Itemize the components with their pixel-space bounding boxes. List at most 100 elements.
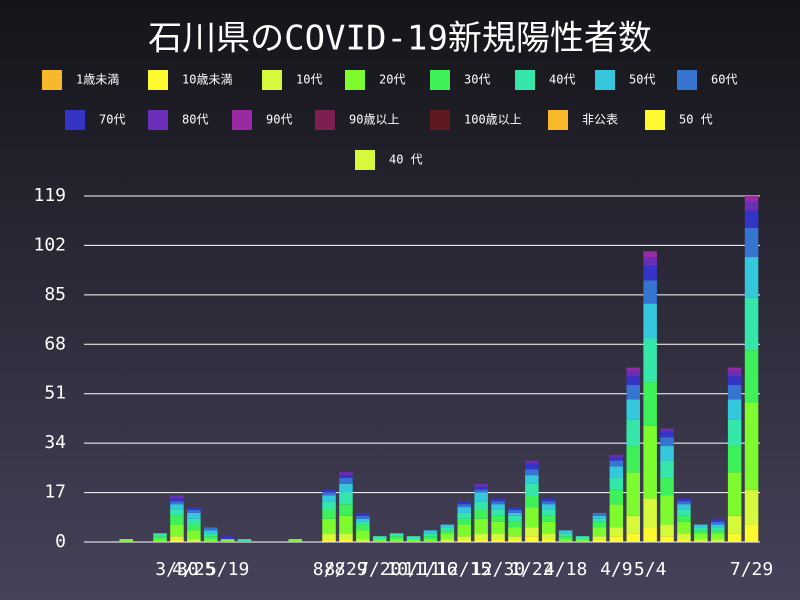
bar-segment — [525, 460, 539, 464]
bar-segment — [389, 533, 404, 537]
bar-segment — [170, 539, 184, 542]
x-tick-label: 4/18 — [544, 559, 587, 580]
bar-segment — [592, 518, 607, 522]
bar-segment — [356, 539, 370, 542]
bar-segment — [322, 492, 336, 496]
bar-segment — [423, 530, 438, 534]
bar-segment — [491, 510, 505, 516]
bar-segment — [626, 376, 641, 385]
bar-segment — [541, 510, 556, 516]
bar-segment — [558, 530, 573, 534]
legend-swatch — [65, 110, 85, 130]
bar-segment — [727, 384, 742, 400]
legend-label: 40 代 — [389, 153, 423, 167]
bar-segment — [592, 515, 607, 519]
bar-segment — [575, 539, 590, 542]
x-tick-label: 4/9 — [600, 559, 633, 580]
legend-label: 90歳以上 — [349, 113, 399, 127]
bar-segment — [322, 539, 336, 542]
y-tick-label: 85 — [44, 284, 66, 305]
legend-label: 60代 — [711, 73, 737, 87]
bar-segment — [440, 530, 455, 534]
bar-segment — [592, 536, 607, 540]
bar-segment — [372, 539, 387, 542]
bar-segment — [626, 472, 641, 516]
bar-segment — [694, 527, 708, 531]
bar-segment — [356, 512, 370, 516]
bar-segment — [170, 498, 184, 502]
legend-label: 90代 — [266, 113, 292, 127]
bar-segment — [339, 533, 353, 540]
bar-segment — [508, 536, 522, 540]
bar-segment — [525, 475, 539, 484]
bar-segment — [660, 437, 674, 447]
bar-segment — [440, 539, 455, 542]
bar-segment — [525, 469, 539, 476]
bar-segment — [558, 539, 573, 542]
bar-segment — [440, 533, 455, 540]
bar-segment — [626, 446, 641, 473]
bar-segment — [508, 527, 522, 537]
bar-segment — [322, 510, 336, 519]
x-tick-label: 7/29 — [730, 559, 773, 580]
bar-segment — [626, 399, 641, 420]
bar-segment — [677, 533, 691, 540]
bar-segment — [592, 539, 607, 542]
y-tick-label: 102 — [33, 234, 66, 255]
bar-segment — [609, 457, 624, 461]
bar-segment — [457, 539, 472, 542]
bar-segment — [643, 303, 657, 339]
bar-segment — [660, 478, 674, 496]
legend-swatch — [315, 110, 335, 130]
bar-segment — [643, 280, 657, 304]
bar-segment — [187, 518, 201, 525]
x-tick-label: 11/16 — [403, 559, 457, 580]
bar-segment — [339, 478, 353, 484]
bar-segment — [170, 504, 184, 511]
bar-segment — [389, 536, 404, 540]
x-tick-label: 5/4 — [634, 559, 667, 580]
bar-segment — [660, 524, 674, 537]
bar-segment — [153, 539, 167, 542]
bar-segment — [727, 533, 742, 542]
x-tick-label: 3/30 — [155, 559, 198, 580]
bar-segment — [423, 539, 438, 542]
bar-segment — [187, 512, 201, 519]
bar-segment — [508, 512, 522, 516]
legend-swatch — [548, 110, 568, 130]
legend-swatch — [515, 70, 535, 90]
bar-segment — [423, 533, 438, 537]
bar-segment — [575, 536, 590, 540]
bar-segment — [744, 524, 759, 542]
bar-segment — [710, 518, 725, 522]
bar-segment — [660, 431, 674, 438]
bar-segment — [710, 524, 725, 528]
bar-segment — [677, 498, 691, 502]
bar-segment — [710, 521, 725, 525]
bar-segment — [356, 518, 370, 522]
bar-segment — [541, 504, 556, 511]
bar-segment — [491, 501, 505, 505]
bar-segment — [203, 536, 218, 540]
bar-segment — [626, 533, 641, 542]
legend-label: 80代 — [182, 113, 208, 127]
bar-segment — [727, 399, 742, 420]
bar-segment — [491, 515, 505, 522]
bar-segment — [457, 504, 472, 508]
bar-segment — [677, 521, 691, 534]
bar-segment — [525, 507, 539, 528]
bar-segment — [491, 498, 505, 502]
y-tick-label: 119 — [33, 185, 66, 206]
bar-segment — [660, 536, 674, 542]
x-tick-label: 5/19 — [206, 559, 249, 580]
bar-segment — [339, 539, 353, 542]
bar-segment — [203, 527, 218, 531]
bar-segment — [727, 515, 742, 534]
bar-segment — [170, 536, 184, 540]
bar-segment — [170, 510, 184, 516]
bar-segment — [541, 539, 556, 542]
bar-segment — [187, 530, 201, 540]
legend-swatch — [430, 110, 450, 130]
